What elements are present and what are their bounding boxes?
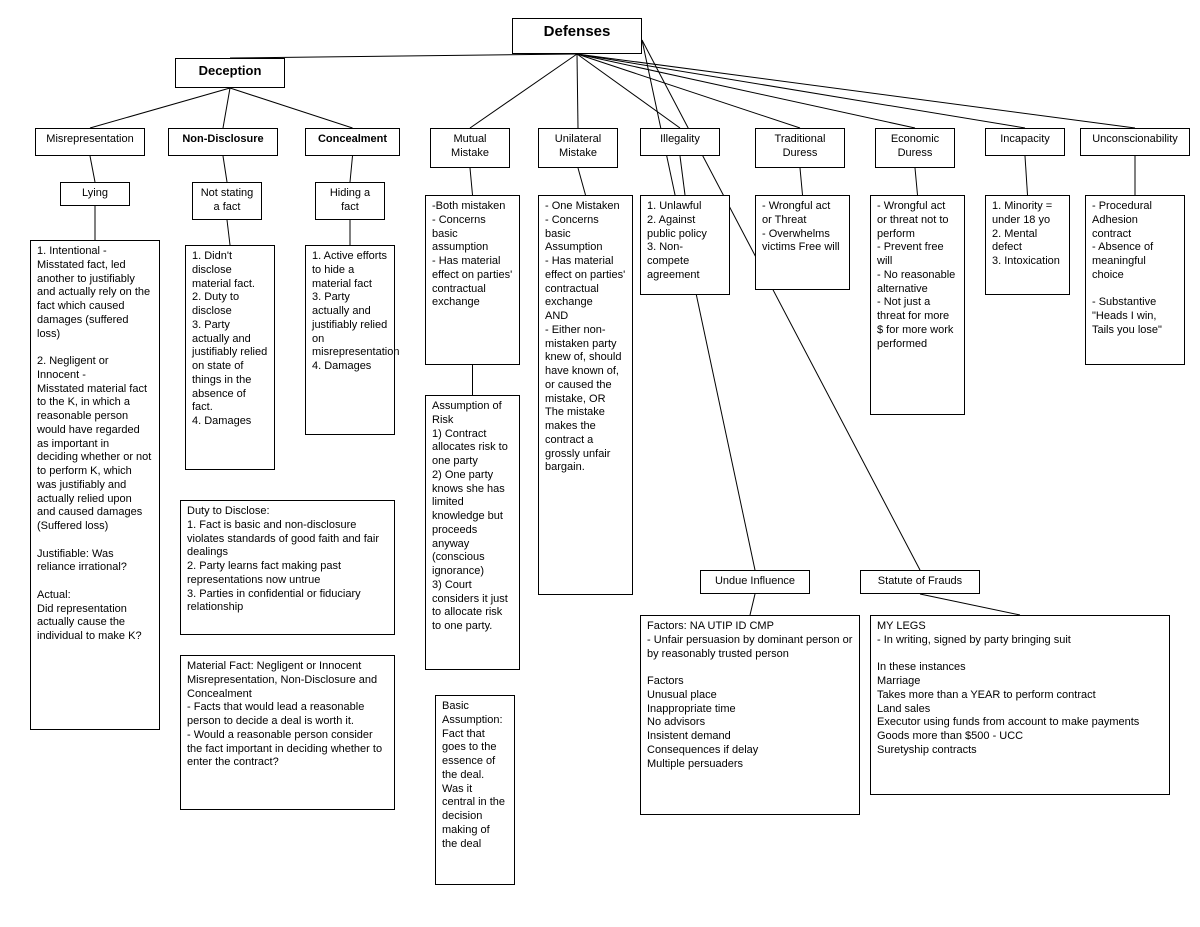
node-mutual: Mutual Mistake bbox=[430, 128, 510, 168]
node-matfact_det: Material Fact: Negligent or Innocent Mis… bbox=[180, 655, 395, 810]
node-duty_det: Duty to Disclose: 1. Fact is basic and n… bbox=[180, 500, 395, 635]
node-illegality: Illegality bbox=[640, 128, 720, 156]
node-illeg_det: 1. Unlawful 2. Against public policy 3. … bbox=[640, 195, 730, 295]
node-unilat_det: - One Mistaken - Concerns basic Assumpti… bbox=[538, 195, 633, 595]
node-trad_det: - Wrongful act or Threat - Overwhelms vi… bbox=[755, 195, 850, 290]
node-notstating: Not stating a fact bbox=[192, 182, 262, 220]
node-conceal: Concealment bbox=[305, 128, 400, 156]
node-unilateral: Unilateral Mistake bbox=[538, 128, 618, 168]
node-nondisc: Non-Disclosure bbox=[168, 128, 278, 156]
node-sof: Statute of Frauds bbox=[860, 570, 980, 594]
node-undue_det: Factors: NA UTIP ID CMP - Unfair persuas… bbox=[640, 615, 860, 815]
node-basic_det: Basic Assumption: Fact that goes to the … bbox=[435, 695, 515, 885]
node-misrep: Misrepresentation bbox=[35, 128, 145, 156]
node-conceal_det: 1. Active efforts to hide a material fac… bbox=[305, 245, 395, 435]
node-unconsc: Unconscionability bbox=[1080, 128, 1190, 156]
node-unconsc_det: - Procedural Adhesion contract - Absence… bbox=[1085, 195, 1185, 365]
node-econ_det: - Wrongful act or threat not to perform … bbox=[870, 195, 965, 415]
node-incapacity: Incapacity bbox=[985, 128, 1065, 156]
node-misrep_det: 1. Intentional - Misstated fact, led ano… bbox=[30, 240, 160, 730]
node-incap_det: 1. Minority = under 18 yo 2. Mental defe… bbox=[985, 195, 1070, 295]
node-nondisc_det: 1. Didn't disclose material fact. 2. Dut… bbox=[185, 245, 275, 470]
node-mutual_risk: Assumption of Risk 1) Contract allocates… bbox=[425, 395, 520, 670]
node-mutual_det: -Both mistaken - Concerns basic assumpti… bbox=[425, 195, 520, 365]
node-sof_det: MY LEGS - In writing, signed by party br… bbox=[870, 615, 1170, 795]
node-econduress: Economic Duress bbox=[875, 128, 955, 168]
diagram-canvas: Defenses Deception Misrepresentation Non-Di… bbox=[0, 0, 1200, 927]
node-defenses: Defenses bbox=[512, 18, 642, 54]
node-deception: Deception bbox=[175, 58, 285, 88]
node-undue: Undue Influence bbox=[700, 570, 810, 594]
node-tradduress: Traditional Duress bbox=[755, 128, 845, 168]
node-hiding: Hiding a fact bbox=[315, 182, 385, 220]
node-lying: Lying bbox=[60, 182, 130, 206]
